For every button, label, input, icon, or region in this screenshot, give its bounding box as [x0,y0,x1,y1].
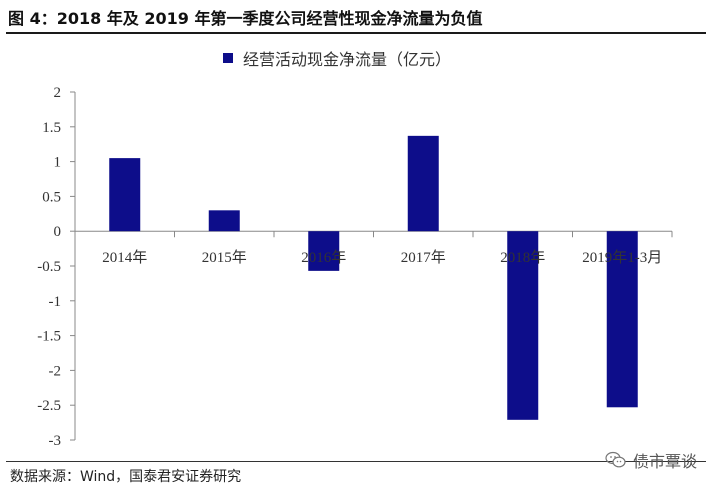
legend-label: 经营活动现金净流量（亿元） [243,50,452,69]
bar [407,135,439,232]
x-tick-label: 2019年1-3月 [582,249,662,266]
y-tick-label: -1 [49,294,62,310]
wechat-icon [605,451,626,468]
y-tick-label: -2 [49,363,62,379]
x-tick-label: 2015年 [202,249,247,266]
x-tick-label: 2014年 [102,249,147,266]
bar [109,158,141,232]
bar [208,210,240,232]
y-tick-label: -0.5 [37,259,61,275]
y-tick-label: -1.5 [37,329,61,345]
y-tick-label: 2 [54,85,62,101]
y-tick-label: -3 [49,433,62,449]
bar [507,231,539,420]
bar [308,231,340,271]
x-tick-label: 2018年 [500,249,545,266]
source-note: 数据来源：Wind，国泰君安证券研究 [10,469,242,485]
watermark: 债市覃谈 [605,448,697,472]
x-tick-label: 2017年 [401,249,446,266]
x-tick-label: 2016年 [301,249,346,266]
axes: 2 1.5 1 0.5 0 -0.5 -1 -1.5 -2 -2.5 -3 [37,85,673,449]
y-tick-label: 1.5 [42,120,61,136]
title-divider [6,32,706,34]
figure-title: 图 4：2018 年及 2019 年第一季度公司经营性现金净流量为负值 [8,9,483,28]
category-labels: 2014年 2015年 2016年 2017年 2018年 2019年1-3月 [102,249,662,266]
watermark-label: 债市覃谈 [632,452,697,471]
chart-legend: 经营活动现金净流量（亿元） [223,46,451,70]
y-tick-label: 1 [54,155,62,171]
y-tick-label: 0.5 [42,189,61,205]
bars [109,135,638,420]
y-tick-label: -2.5 [37,398,61,414]
y-tick-label: 0 [54,224,62,240]
source-divider [6,461,706,462]
legend-swatch [223,53,233,63]
bar [606,231,638,408]
